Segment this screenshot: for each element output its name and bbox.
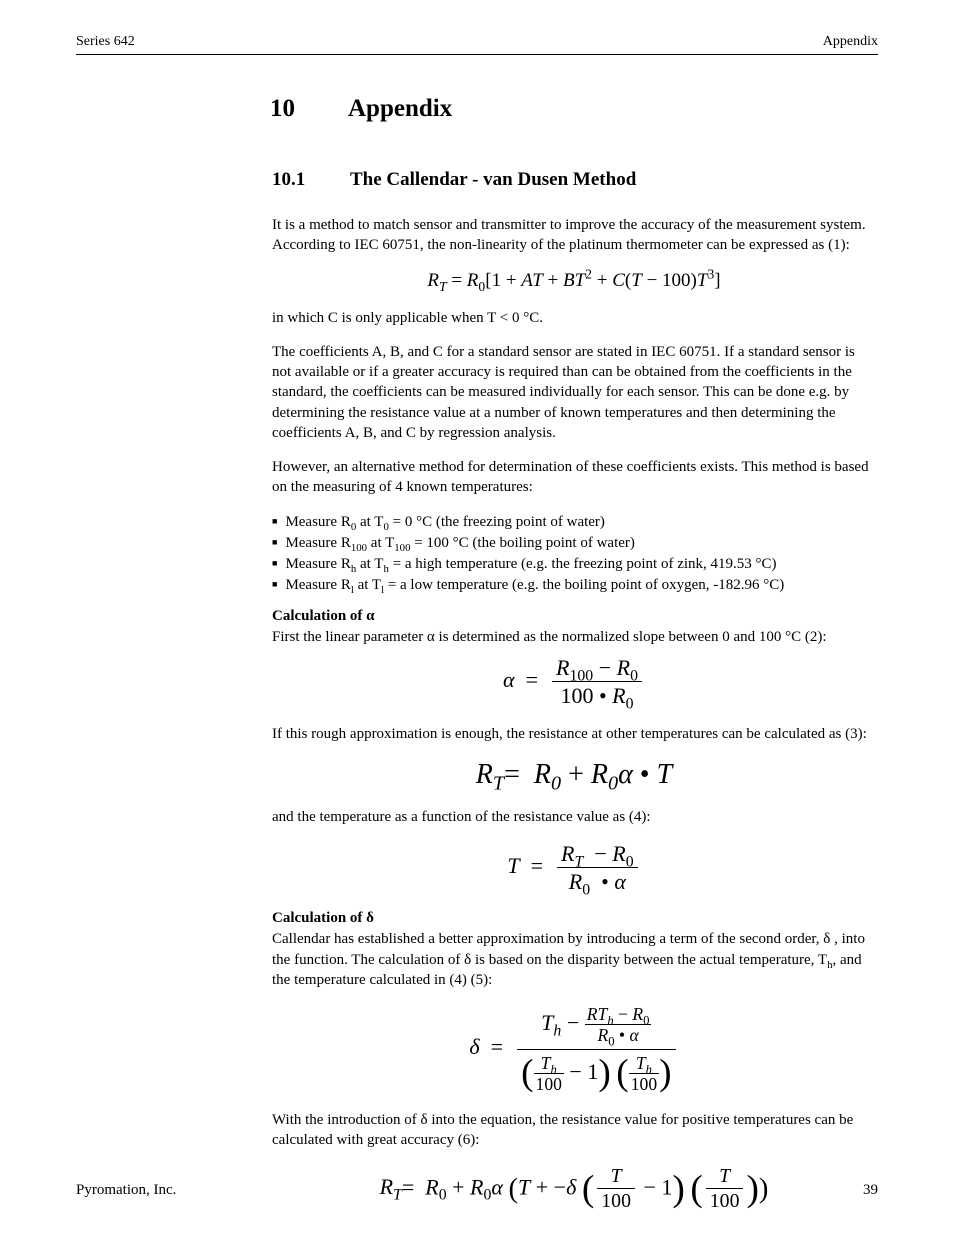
footer-page-number: 39 [863, 1182, 878, 1199]
calc-alpha-body: First the linear parameter α is determin… [272, 627, 876, 647]
equation-1: RT = R0[1 + AT + BT2 + C(T − 100)T3] [272, 270, 876, 292]
list-item: Measure R100 at T100 = 100 °C (the boili… [272, 533, 876, 554]
equation-5: δ = Th − RTh − R0 R0 • α (Th100 − 1) (Th… [272, 1004, 876, 1094]
equation-3: RT= R0 + R0α • T [272, 759, 876, 791]
list-item: Measure Rl at Tl = a low temperature (e.… [272, 575, 876, 596]
para-c-applicable: in which C is only applicable when T < 0… [272, 308, 876, 328]
para-alt-method: However, an alternative method for deter… [272, 457, 876, 498]
section-number: 10.1 [272, 169, 350, 191]
calc-alpha-heading: Calculation of α [272, 608, 876, 625]
para-delta-intro: With the introduction of δ into the equa… [272, 1110, 876, 1151]
page-content: 10Appendix 10.1The Callendar - van Dusen… [272, 95, 876, 1213]
para-temp-fn: and the temperature as a function of the… [272, 807, 876, 827]
para-approx: If this rough approximation is enough, t… [272, 724, 876, 744]
section-title: The Callendar - van Dusen Method [350, 169, 636, 190]
equation-2: α = R100 − R0 100 • R0 [272, 655, 876, 709]
calc-delta-heading: Calculation of δ [272, 910, 876, 927]
list-item: Measure R0 at T0 = 0 °C (the freezing po… [272, 512, 876, 533]
measure-list: Measure R0 at T0 = 0 °C (the freezing po… [272, 512, 876, 596]
page-header: Series 642 Appendix [76, 34, 878, 55]
para-coefficients: The coefficients A, B, and C for a stand… [272, 342, 876, 443]
calc-delta-body: Callendar has established a better appro… [272, 929, 876, 990]
chapter-heading: 10Appendix [270, 95, 876, 123]
footer-left: Pyromation, Inc. [76, 1182, 176, 1199]
page-footer: Pyromation, Inc. 39 [76, 1182, 878, 1199]
chapter-number: 10 [270, 95, 348, 123]
equation-4: T = RT − R0 R0 • α [272, 841, 876, 895]
chapter-title: Appendix [348, 95, 452, 122]
header-right: Appendix [823, 34, 878, 50]
section-heading: 10.1The Callendar - van Dusen Method [272, 169, 876, 191]
para-intro: It is a method to match sensor and trans… [272, 215, 876, 256]
list-item: Measure Rh at Th = a high temperature (e… [272, 554, 876, 575]
header-left: Series 642 [76, 34, 135, 50]
